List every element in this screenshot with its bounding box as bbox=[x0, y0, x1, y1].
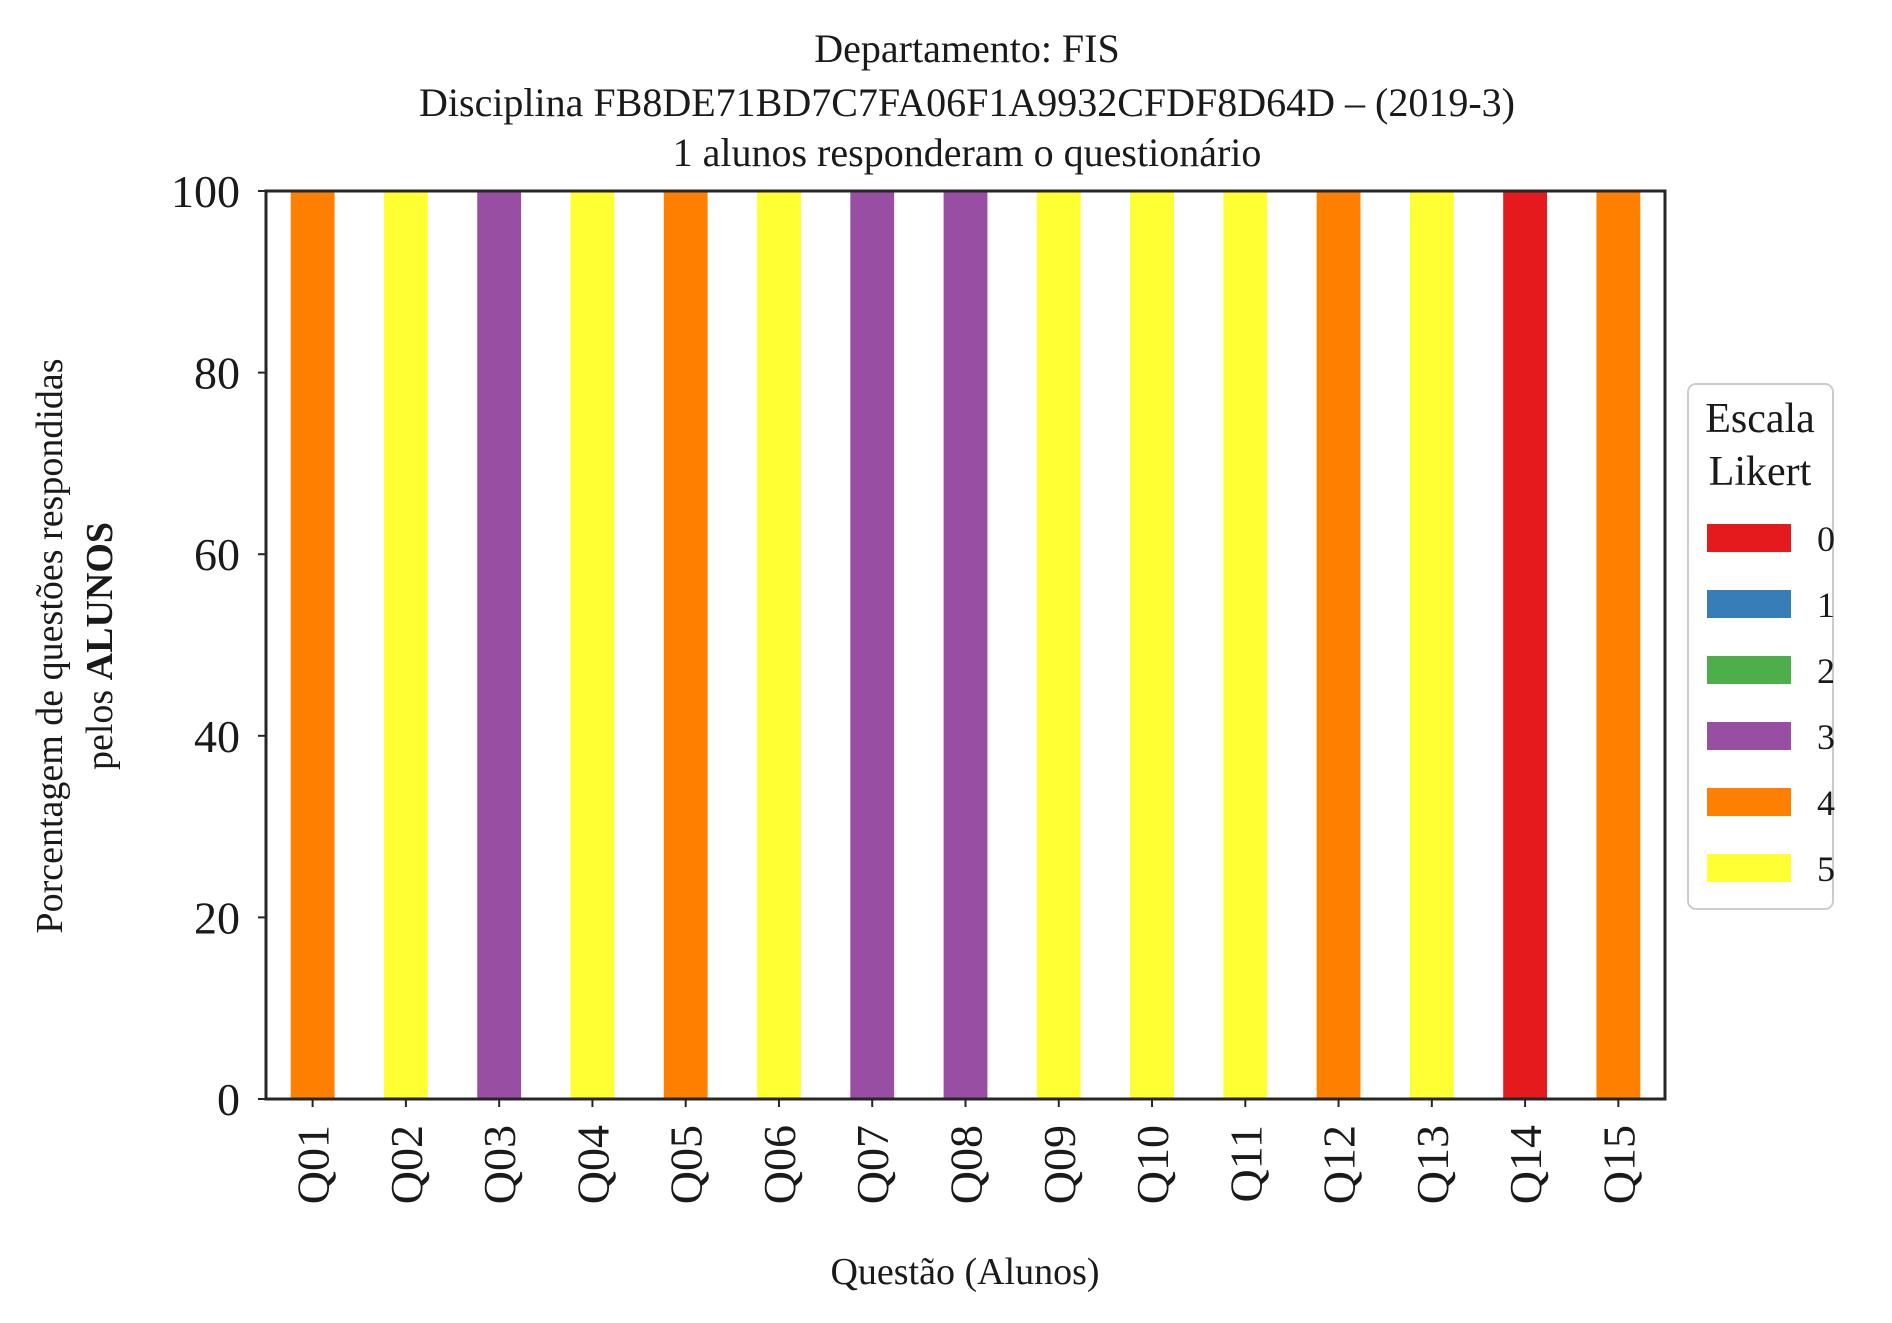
legend-label-1: 1 bbox=[1817, 585, 1835, 625]
legend-items: 0 1 2 3 4 5 bbox=[1707, 519, 1835, 889]
y-tick-label: 20 bbox=[194, 892, 240, 943]
legend-swatch-0 bbox=[1707, 524, 1791, 552]
legend-swatch-4 bbox=[1707, 788, 1791, 816]
legend-swatch-5 bbox=[1707, 854, 1791, 882]
x-tick-label-q10: Q10 bbox=[1127, 1125, 1178, 1204]
y-tick-labels: 0 20 40 60 80 100 bbox=[171, 166, 266, 1125]
x-tick-label-q02: Q02 bbox=[381, 1125, 432, 1204]
legend-swatch-1 bbox=[1707, 590, 1791, 618]
bar-q09-likert-5 bbox=[1036, 191, 1081, 1099]
x-tick-label-q12: Q12 bbox=[1314, 1125, 1365, 1204]
x-axis-label: Questão (Alunos) bbox=[830, 1251, 1099, 1293]
x-tick-label-q14: Q14 bbox=[1500, 1125, 1551, 1204]
x-tick-label-q08: Q08 bbox=[941, 1125, 992, 1204]
x-tick-label-q04: Q04 bbox=[567, 1125, 618, 1204]
bar-q13-likert-5 bbox=[1409, 191, 1454, 1099]
legend-label-0: 0 bbox=[1817, 519, 1835, 559]
bar-q07-likert-3 bbox=[850, 191, 895, 1099]
bar-q11-likert-5 bbox=[1223, 191, 1268, 1099]
y-tick-label: 40 bbox=[194, 711, 240, 762]
bar-q15-likert-4 bbox=[1596, 191, 1641, 1099]
chart-title-line-2: Disciplina FB8DE71BD7C7FA06F1A9932CFDF8D… bbox=[419, 80, 1515, 125]
x-tick-label-q01: Q01 bbox=[288, 1125, 339, 1204]
legend-label-4: 4 bbox=[1817, 783, 1835, 823]
bar-q10-likert-5 bbox=[1130, 191, 1174, 1099]
y-tick-label: 100 bbox=[171, 166, 240, 217]
x-tick-label-q03: Q03 bbox=[474, 1125, 525, 1204]
y-tick-label: 60 bbox=[194, 529, 240, 580]
bar-q08-likert-3 bbox=[943, 191, 988, 1099]
x-tick-label-q05: Q05 bbox=[661, 1125, 712, 1204]
bar-q06-likert-5 bbox=[757, 191, 801, 1099]
x-tick-label-q09: Q09 bbox=[1034, 1125, 1085, 1204]
legend-swatch-3 bbox=[1707, 722, 1791, 750]
y-tick-label: 0 bbox=[217, 1074, 240, 1125]
x-tick-label-q06: Q06 bbox=[754, 1125, 805, 1204]
legend-title-line-1: Escala bbox=[1705, 396, 1815, 442]
x-tick-label-q13: Q13 bbox=[1407, 1125, 1458, 1204]
bar-q05-likert-4 bbox=[663, 191, 708, 1099]
bar-q01-likert-4 bbox=[290, 191, 335, 1099]
y-axis-label-line-2: pelos ALUNOS bbox=[79, 522, 121, 770]
legend-label-5: 5 bbox=[1817, 849, 1835, 889]
chart-title-line-3: 1 alunos responderam o questionário bbox=[673, 130, 1262, 175]
bar-q03-likert-3 bbox=[477, 191, 522, 1099]
bar-q02-likert-5 bbox=[383, 191, 428, 1099]
x-tick-label-q15: Q15 bbox=[1593, 1125, 1644, 1204]
legend-label-2: 2 bbox=[1817, 651, 1835, 691]
bar-q14-likert-0 bbox=[1503, 191, 1548, 1099]
y-axis-label-line-1: Porcentagem de questões respondidas bbox=[29, 358, 71, 933]
x-tick-labels: Q01 Q02 Q03 Q04 Q05 Q06 Q07 Q08 Q09 Q10 Q11 Q12 Q13 Q… bbox=[288, 1099, 1644, 1204]
y-tick-label: 80 bbox=[194, 348, 240, 399]
bars-layer bbox=[290, 191, 1641, 1099]
legend-label-3: 3 bbox=[1817, 717, 1835, 757]
legend-frame bbox=[1687, 383, 1834, 910]
legend-title-line-2: Likert bbox=[1709, 449, 1812, 495]
bar-q12-likert-4 bbox=[1316, 191, 1361, 1099]
y-axis-label-bold: ALUNOS bbox=[79, 522, 121, 680]
legend-swatch-2 bbox=[1707, 656, 1791, 684]
x-tick-label-q07: Q07 bbox=[847, 1125, 898, 1204]
y-axis-label-prefix: pelos bbox=[79, 680, 121, 770]
chart-title-line-1: Departamento: FIS bbox=[814, 26, 1120, 71]
bar-q04-likert-5 bbox=[570, 191, 615, 1099]
x-tick-label-q11: Q11 bbox=[1220, 1125, 1271, 1203]
legend: Escala Likert 0 1 2 3 4 5 bbox=[1687, 383, 1835, 910]
